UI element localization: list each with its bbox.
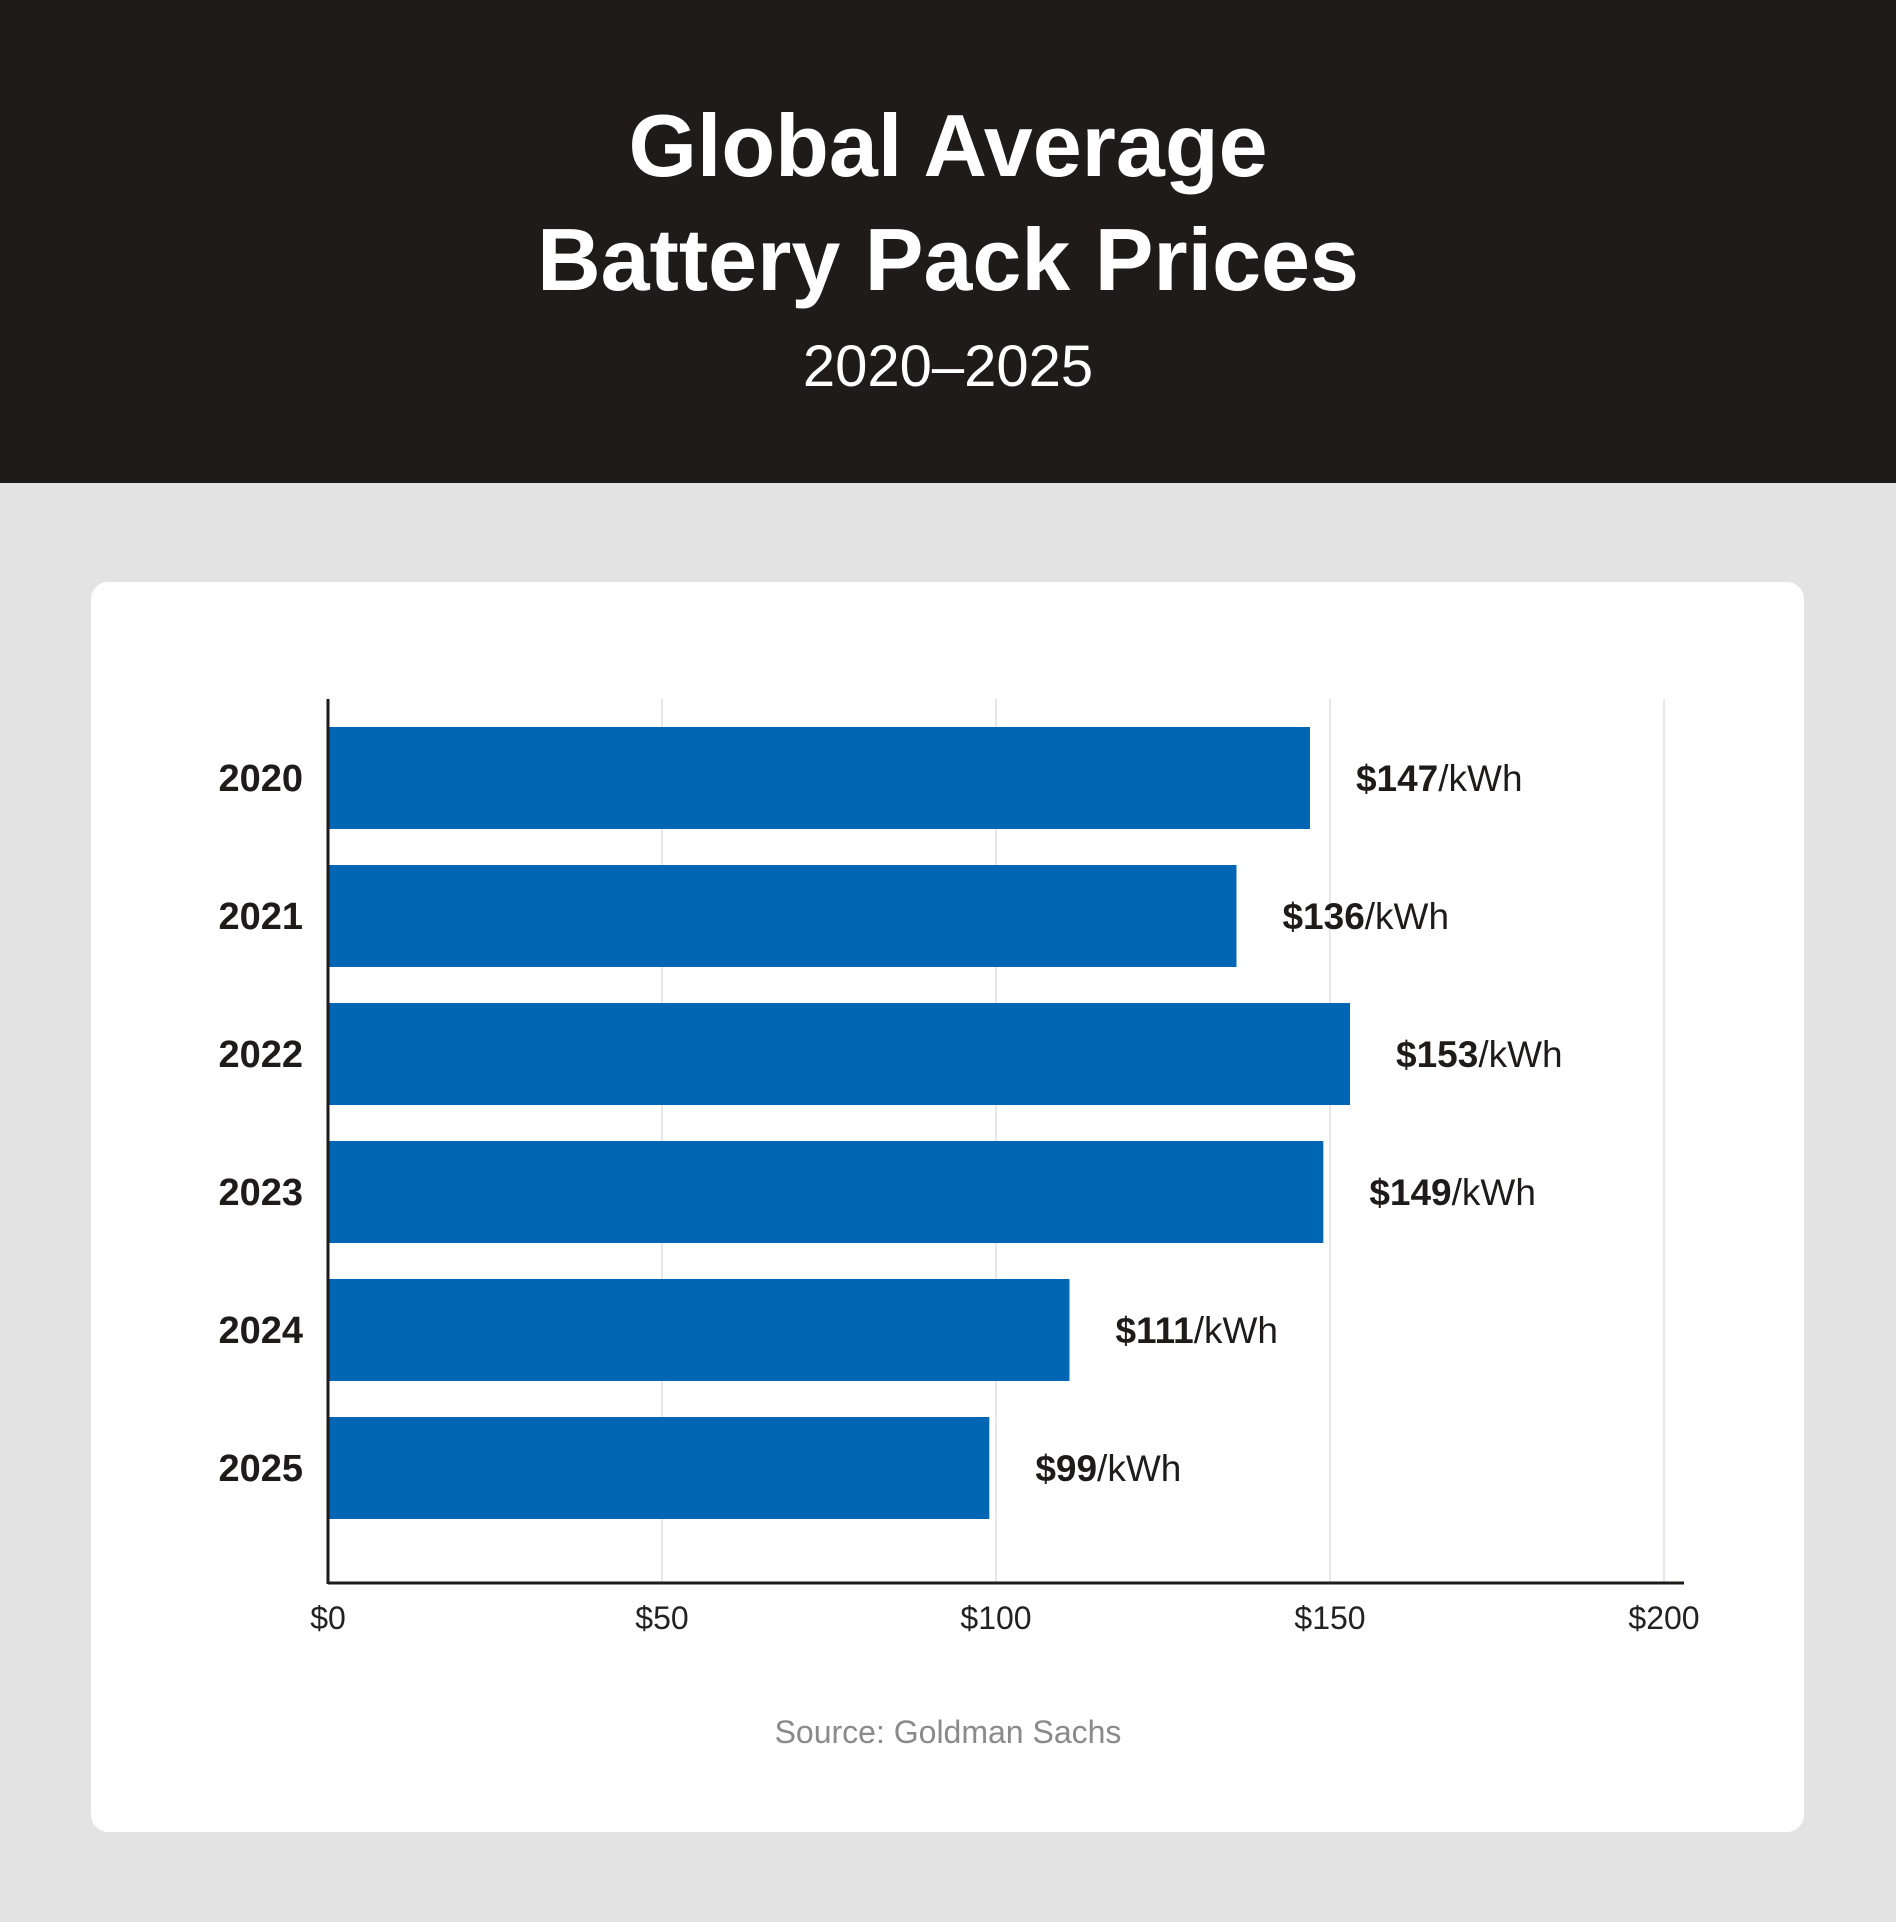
data-label-value: $99	[1035, 1448, 1097, 1489]
data-label-unit: /kWh	[1194, 1310, 1278, 1351]
data-label: $136/kWh	[1282, 896, 1449, 937]
data-label: $111/kWh	[1115, 1310, 1278, 1351]
chart-subtitle: 2020–2025	[802, 334, 1094, 399]
chart-title-line2: Battery Pack Prices	[537, 210, 1359, 309]
x-tick-label: $200	[1628, 1600, 1699, 1636]
bar-2025	[328, 1417, 990, 1519]
chart-title-line1: Global Average	[628, 96, 1268, 195]
data-label-value: $147	[1356, 758, 1438, 799]
y-tick-label: 2022	[218, 1034, 303, 1076]
data-label: $149/kWh	[1369, 1172, 1536, 1213]
data-label-value: $149	[1369, 1172, 1451, 1213]
data-label-value: $136	[1282, 896, 1364, 937]
bar-2021	[328, 865, 1237, 967]
y-tick-label: 2024	[218, 1310, 303, 1352]
data-label-unit: /kWh	[1365, 896, 1449, 937]
x-tick-label: $150	[1294, 1600, 1365, 1636]
y-tick-label: 2025	[218, 1448, 303, 1490]
data-label-unit: /kWh	[1452, 1172, 1536, 1213]
y-tick-label: 2023	[218, 1172, 303, 1214]
x-tick-label: $100	[960, 1600, 1031, 1636]
bar-2022	[328, 1003, 1351, 1105]
data-label: $99/kWh	[1035, 1448, 1181, 1489]
bar-2024	[328, 1279, 1070, 1381]
bar-2020	[328, 727, 1310, 829]
x-tick-label: $0	[310, 1600, 346, 1636]
y-tick-label: 2020	[218, 758, 303, 800]
x-tick-label: $50	[635, 1600, 688, 1636]
data-label-unit: /kWh	[1478, 1034, 1562, 1075]
data-label: $147/kWh	[1356, 758, 1523, 799]
data-label-unit: /kWh	[1097, 1448, 1181, 1489]
data-label-value: $111	[1115, 1310, 1193, 1351]
data-label: $153/kWh	[1396, 1034, 1563, 1075]
data-label-unit: /kWh	[1438, 758, 1522, 799]
y-tick-label: 2021	[218, 896, 303, 938]
bar-2023	[328, 1141, 1324, 1243]
source-note: Source: Goldman Sachs	[774, 1714, 1122, 1750]
data-label-value: $153	[1396, 1034, 1478, 1075]
header-banner: Global Average Battery Pack Prices 2020–…	[0, 0, 1896, 483]
